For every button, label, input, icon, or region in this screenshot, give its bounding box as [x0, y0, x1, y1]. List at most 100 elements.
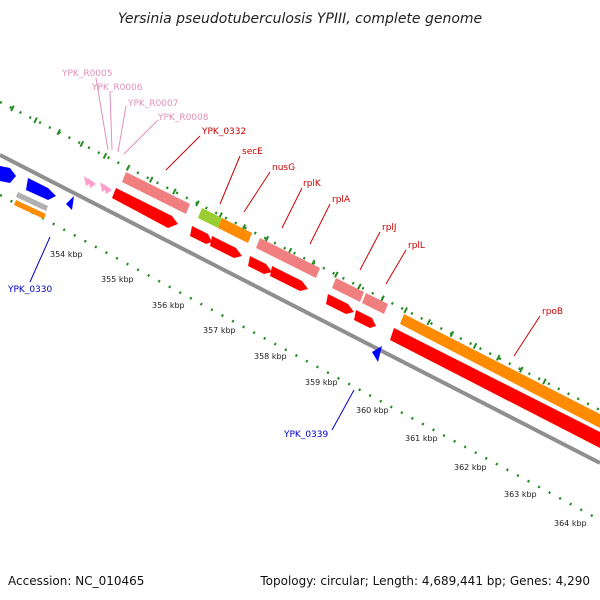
- label-leader-lines: [29, 77, 541, 431]
- leader-ypk-0332: [165, 135, 201, 171]
- scale-labels: 354 kbp 355 kbp 356 kbp 357 kbp 358 kbp …: [50, 250, 587, 528]
- map-title: Yersinia pseudotuberculosis YPIII, compl…: [118, 11, 482, 27]
- outer-major-tick: [426, 318, 432, 326]
- scale-label-359: 359 kbp: [305, 378, 338, 387]
- leader-ypk-r0005: [95, 77, 109, 151]
- feature-rplK-misc[interactable]: [256, 238, 284, 260]
- feature-nusG-cds[interactable]: [210, 236, 242, 258]
- outer-major-tick: [33, 117, 38, 124]
- outer-major-tick: [542, 378, 547, 385]
- feature-grey-gene[interactable]: [16, 192, 48, 211]
- outer-major-tick: [519, 366, 524, 373]
- outer-major-tick: [79, 140, 85, 148]
- inner-ruler-dots: [0, 193, 600, 522]
- outer-major-tick: [380, 295, 385, 302]
- gene-label-secE[interactable]: secE: [242, 147, 263, 157]
- leader-ypk-r0006: [109, 91, 113, 151]
- feature-blue-small-arrow[interactable]: [66, 196, 74, 210]
- feature-secE-cds[interactable]: [190, 226, 212, 244]
- scale-label-354: 354 kbp: [50, 250, 83, 259]
- leader-rplJ: [359, 231, 381, 271]
- feature-trna-1[interactable]: [84, 176, 92, 186]
- outer-major-tick: [264, 235, 270, 243]
- outer-major-tick: [102, 152, 108, 160]
- leader-secE: [219, 155, 241, 205]
- feature-rplJ-misc[interactable]: [332, 278, 364, 302]
- feature-nusG-misc[interactable]: [218, 218, 252, 243]
- outer-major-tick: [10, 105, 15, 112]
- leader-nusG: [243, 171, 271, 213]
- backbone: [0, 153, 600, 465]
- feature-trna-3[interactable]: [100, 182, 108, 192]
- feature-ypk0332-cds[interactable]: [112, 188, 178, 228]
- accession-text: Accession: NC_010465: [8, 574, 144, 588]
- feature-blue-gene[interactable]: [26, 178, 56, 200]
- feature-ypk0332-rrna[interactable]: [122, 172, 190, 214]
- scale-label-364: 364 kbp: [554, 519, 587, 528]
- inner-dotted-ruler: [0, 193, 600, 522]
- outer-major-ticks: [10, 105, 547, 385]
- scale-label-356: 356 kbp: [152, 301, 185, 310]
- scale-label-361: 361 kbp: [405, 434, 438, 443]
- gene-label-ypk-0330[interactable]: YPK_0330: [7, 285, 53, 295]
- gene-label-nusG[interactable]: nusG: [272, 163, 295, 173]
- scale-label-360: 360 kbp: [356, 406, 389, 415]
- feature-rplL-misc[interactable]: [362, 293, 388, 314]
- outer-dotted-ruler: [0, 100, 600, 412]
- gene-label-ypk-r0007[interactable]: YPK_R0007: [127, 99, 178, 109]
- leader-ypk-r0007: [117, 105, 127, 153]
- feature-secE-misc[interactable]: [198, 208, 222, 228]
- outer-major-tick: [495, 354, 501, 361]
- feature-rplL-cds[interactable]: [354, 310, 376, 328]
- outer-major-tick: [148, 176, 154, 183]
- outer-major-tick: [172, 188, 177, 195]
- gene-label-rplL[interactable]: rplL: [408, 241, 425, 251]
- leader-rplK: [281, 187, 303, 229]
- leader-ypk-0330: [29, 236, 51, 283]
- leader-ypk-0339: [331, 389, 355, 431]
- gene-label-rplK[interactable]: rplK: [303, 179, 322, 189]
- leader-rplA: [309, 203, 331, 245]
- feature-trna-2[interactable]: [88, 178, 96, 188]
- leader-ypk-r0008: [123, 119, 159, 155]
- outer-major-tick: [449, 330, 455, 338]
- scale-label-355: 355 kbp: [101, 275, 134, 284]
- feature-trna-4[interactable]: [104, 184, 112, 194]
- scale-label-358: 358 kbp: [254, 352, 287, 361]
- feature-rplA-misc[interactable]: [280, 250, 320, 278]
- outer-major-tick: [472, 342, 478, 349]
- gene-label-ypk-r0006[interactable]: YPK_R0006: [91, 83, 143, 93]
- gene-label-ypk-r0008[interactable]: YPK_R0008: [157, 113, 209, 123]
- scale-label-362: 362 kbp: [454, 463, 487, 472]
- outer-major-tick: [403, 307, 408, 314]
- gene-label-ypk-r0005[interactable]: YPK_R0005: [61, 69, 112, 79]
- feature-rplA-cds[interactable]: [270, 266, 308, 291]
- gene-label-rplJ[interactable]: rplJ: [382, 223, 397, 233]
- gene-label-ypk-0339[interactable]: YPK_0339: [283, 430, 329, 440]
- outer-major-tick: [334, 271, 339, 278]
- outer-major-tick: [125, 164, 131, 171]
- feature-rplJ-cds[interactable]: [326, 294, 354, 314]
- outer-ruler-dots: [0, 100, 600, 412]
- feature-orange-gene[interactable]: [14, 200, 46, 219]
- gene-labels: YPK_R0005 YPK_R0006 YPK_R0007 YPK_R0008 …: [7, 69, 563, 440]
- leader-rplL: [385, 249, 407, 285]
- feature-blue-arrow[interactable]: [0, 166, 16, 183]
- outer-major-tick: [56, 129, 61, 136]
- gene-label-rpoB[interactable]: rpoB: [542, 307, 563, 317]
- outer-major-tick: [195, 200, 200, 207]
- feature-rpoB-misc[interactable]: [400, 314, 600, 428]
- feature-ypk0339[interactable]: [372, 346, 382, 362]
- gene-label-rplA[interactable]: rplA: [332, 195, 351, 205]
- outer-major-tick: [357, 283, 362, 290]
- scale-label-363: 363 kbp: [504, 490, 537, 499]
- scale-label-357: 357 kbp: [203, 326, 236, 335]
- leader-rpoB: [513, 315, 541, 357]
- gene-label-ypk-0332[interactable]: YPK_0332: [201, 127, 246, 137]
- backbone-line: [0, 153, 600, 465]
- feature-rpoB-cds[interactable]: [390, 328, 600, 448]
- topology-text: Topology: circular; Length: 4,689,441 bp…: [259, 574, 590, 588]
- feature-track: [0, 166, 600, 448]
- feature-rplK-cds[interactable]: [248, 256, 272, 274]
